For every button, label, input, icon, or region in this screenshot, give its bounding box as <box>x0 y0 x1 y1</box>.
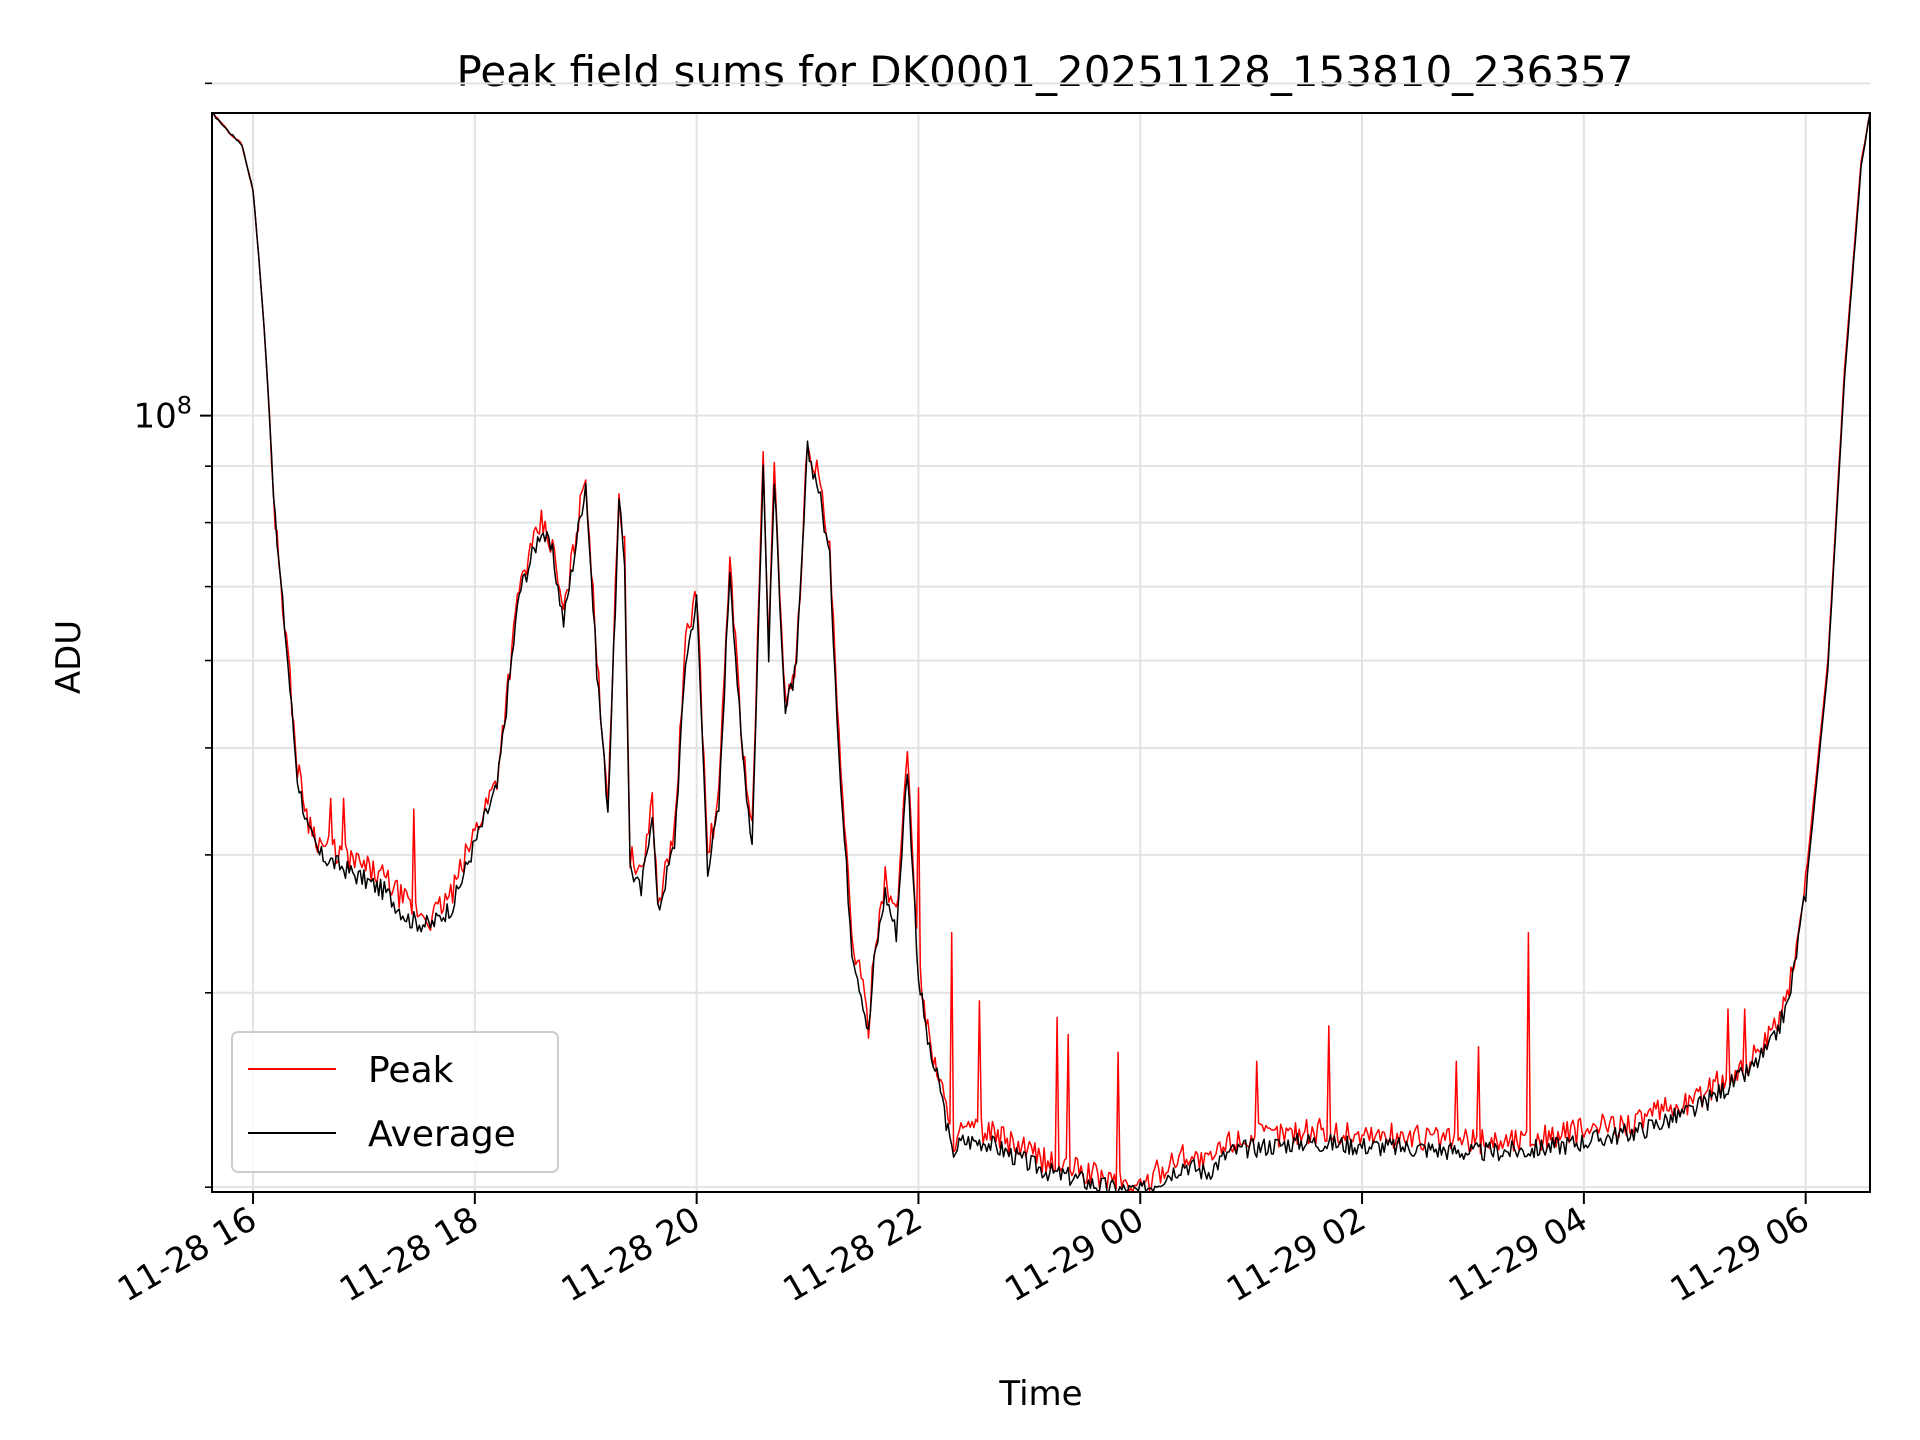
grid <box>212 82 1870 1192</box>
x-tick-label: 11-28 20 <box>555 1199 707 1310</box>
y-axis-label: ADU <box>49 620 89 694</box>
x-tick-label: 11-29 00 <box>998 1199 1150 1310</box>
x-axis: 11-28 16 11-28 18 11-28 20 11-28 22 11-29 00… <box>111 1192 1816 1310</box>
x-tick-label: 11-28 18 <box>333 1199 485 1310</box>
legend-label-peak: Peak <box>368 1050 454 1091</box>
legend-box <box>231 1031 559 1173</box>
chart-title: Peak field sums for DK0001_20251128_1538… <box>456 47 1633 96</box>
x-tick-label: 11-28 16 <box>111 1199 263 1310</box>
series-layer <box>211 112 1871 1193</box>
x-axis-label: Time <box>998 1374 1082 1414</box>
y-axis: 108 <box>133 82 212 1188</box>
x-tick-label: 11-29 06 <box>1664 1199 1816 1310</box>
x-tick-label: 11-29 04 <box>1442 1199 1594 1310</box>
x-tick-label: 11-28 22 <box>777 1199 929 1310</box>
legend: Peak Average <box>231 1031 559 1173</box>
plot-frame <box>211 112 1871 1193</box>
series-line-peak <box>211 112 1871 1193</box>
legend-label-average: Average <box>368 1114 516 1155</box>
x-tick-label: 11-29 02 <box>1220 1199 1372 1310</box>
series-line-average <box>211 112 1871 1193</box>
y-tick-label: 108 <box>133 392 192 437</box>
